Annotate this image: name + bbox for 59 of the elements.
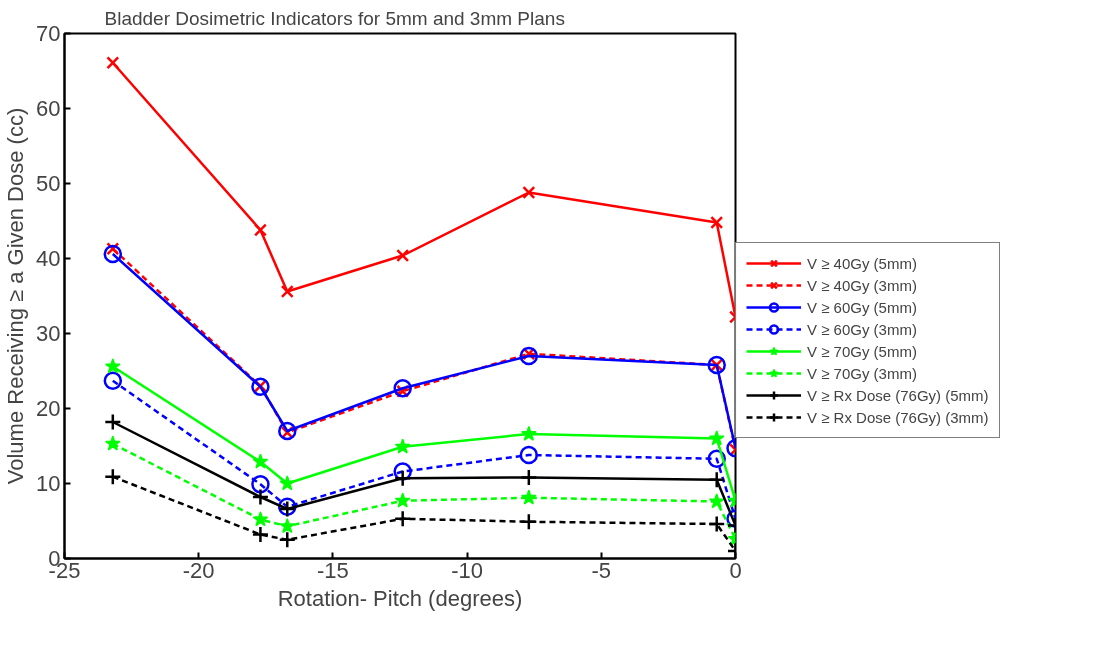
point <box>251 488 270 506</box>
legend-label: V ≥ Rx Dose (76Gy) (3mm) <box>807 408 989 426</box>
legend-label: V ≥ 40Gy (5mm) <box>807 254 917 272</box>
point <box>522 185 536 200</box>
point <box>279 518 296 534</box>
point <box>103 371 123 390</box>
point <box>519 346 539 366</box>
point <box>104 468 122 486</box>
point <box>396 248 410 263</box>
point <box>520 468 538 487</box>
x-tick-label: -20 <box>182 557 215 583</box>
point <box>252 453 269 469</box>
point <box>253 223 267 237</box>
x-tick-label: -5 <box>591 557 612 583</box>
point <box>394 492 411 508</box>
point <box>519 445 539 465</box>
point <box>106 56 120 70</box>
point <box>251 525 270 544</box>
y-tick-label: 10 <box>36 471 61 496</box>
point <box>393 510 412 528</box>
point <box>251 475 270 494</box>
y-tick-label: 70 <box>36 21 61 46</box>
legend-label: V ≥ 60Gy (5mm) <box>807 298 917 316</box>
y-tick-label: 20 <box>36 396 61 421</box>
point <box>394 438 411 454</box>
point <box>520 513 538 531</box>
point <box>708 430 725 446</box>
legend-label: V ≥ 70Gy (3mm) <box>807 364 917 382</box>
legend-label: V ≥ 70Gy (5mm) <box>807 342 917 360</box>
x-tick-label: 0 <box>729 557 742 583</box>
chart-title: Bladder Dosimetric Indicators for 5mm and 3mm Plans <box>104 7 565 29</box>
point <box>520 489 537 505</box>
point <box>279 475 296 491</box>
y-tick-label: 50 <box>36 171 61 196</box>
point <box>710 215 724 230</box>
y-tick-label: 30 <box>36 321 61 346</box>
point <box>252 511 269 527</box>
legend-label: V ≥ 40Gy (3mm) <box>807 276 917 294</box>
point <box>278 421 297 441</box>
x-tick-label: -15 <box>317 557 349 583</box>
point <box>708 493 725 509</box>
legend-label: V ≥ 60Gy (3mm) <box>807 320 917 338</box>
point <box>707 471 726 489</box>
point <box>393 469 412 487</box>
legend-label: V ≥ Rx Dose (76Gy) (5mm) <box>807 386 989 404</box>
x-tick-label: -10 <box>451 557 483 583</box>
y-tick-label: 60 <box>36 96 61 121</box>
point <box>103 244 123 264</box>
point <box>280 284 294 299</box>
y-tick-label: 40 <box>36 246 61 271</box>
point <box>707 515 726 533</box>
point <box>393 379 412 398</box>
point <box>104 358 121 374</box>
point <box>104 435 121 451</box>
x-axis-title: Rotation- Pitch (degrees) <box>277 585 523 611</box>
point <box>520 425 537 441</box>
point <box>278 531 297 549</box>
y-axis-title: Volume Receiving ≥ a Given Dose (cc) <box>3 107 29 485</box>
point <box>104 413 122 431</box>
